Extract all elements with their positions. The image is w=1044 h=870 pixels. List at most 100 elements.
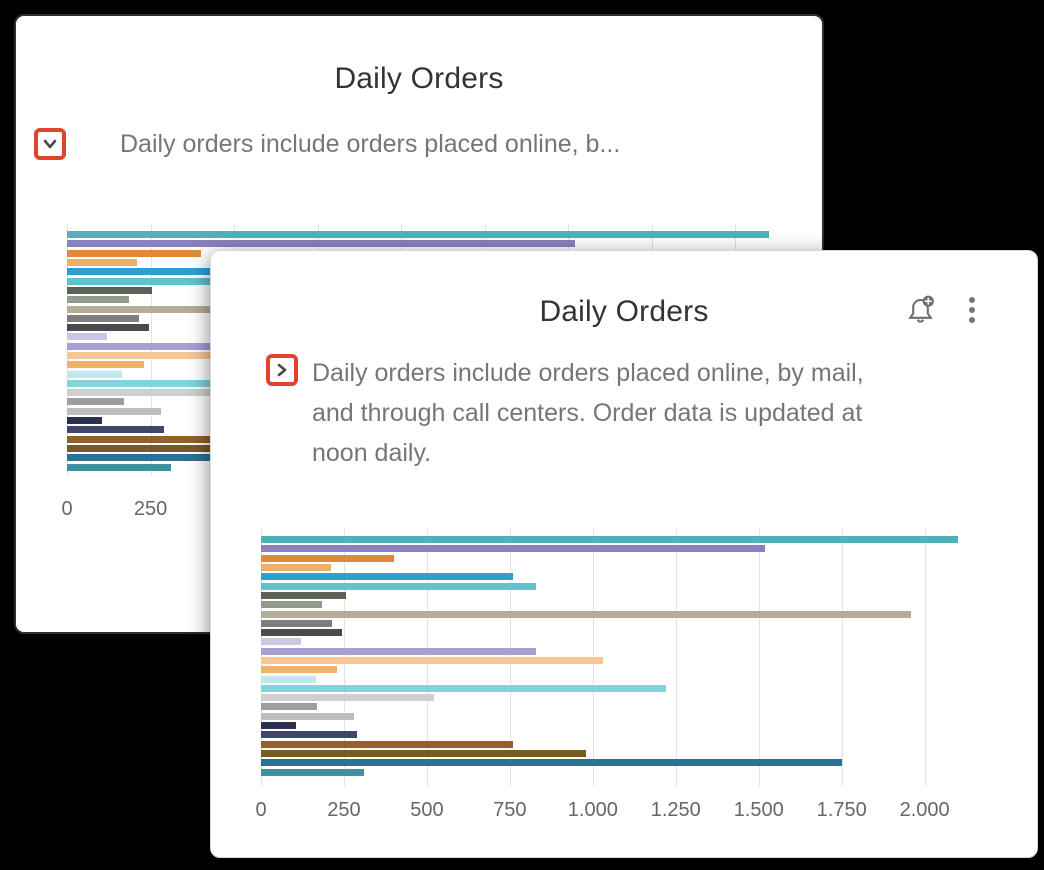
bar-row <box>67 258 802 267</box>
bar[interactable] <box>67 249 201 257</box>
gridline <box>67 224 68 476</box>
bar[interactable] <box>67 435 321 443</box>
bar[interactable] <box>261 564 331 572</box>
daily-orders-bar-chart <box>261 529 991 786</box>
bar[interactable] <box>67 426 164 434</box>
bar-row <box>261 721 991 730</box>
bar-row <box>67 369 802 378</box>
gridline <box>150 224 152 476</box>
bar[interactable] <box>67 268 321 276</box>
bars <box>261 535 991 777</box>
bar[interactable] <box>67 231 769 239</box>
bar-row <box>67 286 802 295</box>
bar[interactable] <box>261 684 666 692</box>
bar[interactable] <box>67 324 149 332</box>
bar[interactable] <box>261 629 343 637</box>
x-axis-tick: 1.750 <box>816 799 867 821</box>
card-title: Daily Orders <box>539 295 709 328</box>
card-description: Daily orders include orders placed onlin… <box>312 359 864 467</box>
bar-row <box>261 712 991 721</box>
bar-row <box>67 295 802 304</box>
bar-row <box>261 656 991 665</box>
bar-row <box>261 730 991 739</box>
bar[interactable] <box>67 296 129 304</box>
bar[interactable] <box>67 277 345 285</box>
bar-row <box>67 332 802 341</box>
bar[interactable] <box>67 407 161 415</box>
collapse-description-button[interactable] <box>34 128 66 160</box>
bar-row <box>261 749 991 758</box>
manage-alerts-button[interactable] <box>907 295 935 325</box>
x-axis-tick: 0 <box>61 498 73 520</box>
bar[interactable] <box>261 749 587 757</box>
x-axis-tick: 250 <box>133 498 168 520</box>
bar-row <box>67 435 802 444</box>
bar[interactable] <box>261 582 537 590</box>
bar[interactable] <box>261 731 358 739</box>
bar[interactable] <box>261 666 338 674</box>
bar[interactable] <box>261 694 434 702</box>
bar[interactable] <box>67 342 345 350</box>
bar[interactable] <box>261 601 323 609</box>
bar[interactable] <box>261 545 766 553</box>
gridline <box>675 529 677 786</box>
bar-row <box>261 581 991 590</box>
bar-row <box>261 628 991 637</box>
bar[interactable] <box>67 370 123 378</box>
bar[interactable] <box>261 657 603 664</box>
bar-row <box>67 425 802 434</box>
bar[interactable] <box>67 463 171 471</box>
bar[interactable] <box>67 286 153 294</box>
bar-row <box>261 563 991 572</box>
bar-row <box>261 693 991 702</box>
expand-description-button[interactable] <box>266 354 298 386</box>
bar[interactable] <box>261 768 364 776</box>
card-header-icons <box>907 295 975 325</box>
bar[interactable] <box>67 361 144 369</box>
bar-row <box>261 684 991 693</box>
gridline <box>758 529 760 786</box>
card-title: Daily Orders <box>334 62 504 95</box>
x-axis-tick: 1.250 <box>650 799 701 821</box>
bar[interactable] <box>261 722 296 730</box>
bar-row <box>261 572 991 581</box>
bar-row <box>67 462 802 471</box>
bar[interactable] <box>67 314 139 322</box>
gridline <box>841 529 843 786</box>
more-options-button[interactable] <box>969 297 975 323</box>
bar-row <box>67 239 802 248</box>
bar[interactable] <box>261 554 394 562</box>
bar[interactable] <box>261 703 318 711</box>
bar-row <box>261 554 991 563</box>
chevron-down-icon <box>40 134 60 154</box>
x-axis-tick: 0 <box>255 799 267 821</box>
bar[interactable] <box>261 619 333 627</box>
bar-row <box>67 416 802 425</box>
bar-row <box>261 637 991 646</box>
bar[interactable] <box>67 417 103 425</box>
x-axis-tick: 2.000 <box>899 799 950 821</box>
bar[interactable] <box>67 240 575 248</box>
bar[interactable] <box>261 536 958 544</box>
daily-orders-card-front: Daily Orders Daily orders inc <box>210 250 1038 858</box>
bar[interactable] <box>261 591 346 599</box>
bar-row <box>67 314 802 323</box>
bar[interactable] <box>67 259 138 267</box>
bar[interactable] <box>261 610 912 618</box>
x-axis-tick: 750 <box>493 799 527 821</box>
bar[interactable] <box>261 647 537 655</box>
bar[interactable] <box>261 759 842 767</box>
bar[interactable] <box>67 389 241 397</box>
bar-row <box>67 388 802 397</box>
bar[interactable] <box>67 398 124 406</box>
bar-row <box>261 609 991 618</box>
bar[interactable] <box>261 740 514 748</box>
bar[interactable] <box>67 333 108 341</box>
bar[interactable] <box>261 638 301 646</box>
bar[interactable] <box>261 712 354 720</box>
x-axis-ticks: 0 250 500 750 1.000 1.250 1.500 1.750 2.000 <box>255 799 991 825</box>
bar[interactable] <box>261 573 514 581</box>
bar[interactable] <box>261 675 316 683</box>
x-axis-tick: 1.000 <box>567 799 618 821</box>
